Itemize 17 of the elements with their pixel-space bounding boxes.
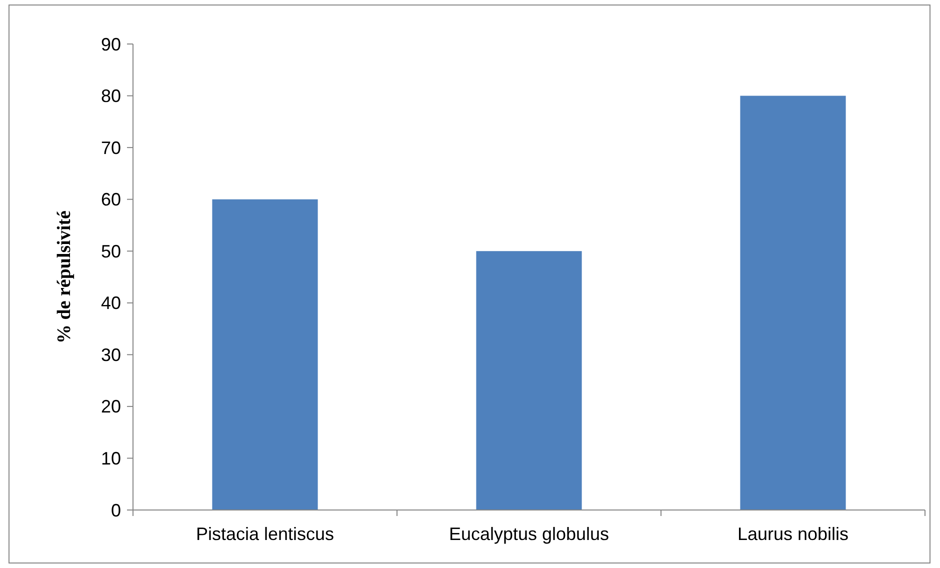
x-tick-label: Pistacia lentiscus <box>196 524 334 544</box>
x-tick-label: Eucalyptus globulus <box>448 524 610 544</box>
bar <box>740 96 846 510</box>
y-tick-label: 20 <box>100 396 121 417</box>
y-tick-label: 10 <box>100 448 121 469</box>
y-tick-label: 40 <box>100 293 121 314</box>
y-tick-label: 50 <box>100 241 121 262</box>
x-tick-label: Laurus nobilis <box>737 524 849 544</box>
y-tick-label: 60 <box>100 190 121 210</box>
y-axis-title: % de répulsivité <box>54 210 75 344</box>
y-tick-label: 0 <box>110 500 121 520</box>
bar <box>212 199 318 510</box>
y-tick-label: 90 <box>100 34 121 54</box>
y-tick-label: 30 <box>100 344 121 365</box>
bar <box>476 251 582 510</box>
y-tick-label: 70 <box>100 138 121 158</box>
y-tick-label: 80 <box>100 86 121 106</box>
